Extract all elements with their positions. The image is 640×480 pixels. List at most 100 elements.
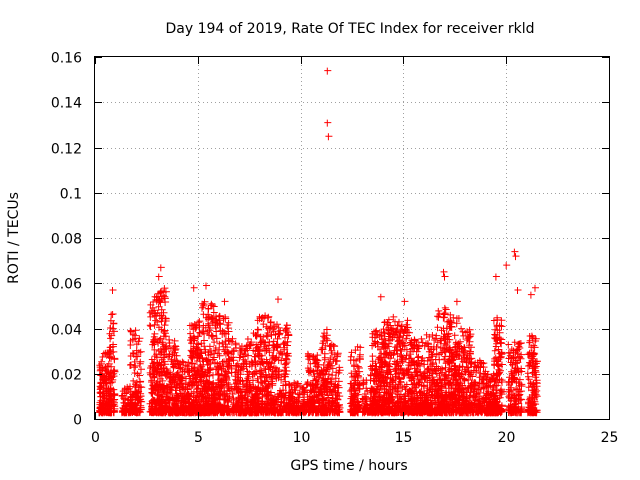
data-point	[164, 397, 172, 405]
data-point	[98, 360, 106, 368]
data-point	[323, 326, 331, 334]
data-point	[204, 401, 212, 409]
data-point	[168, 379, 176, 387]
data-point	[285, 332, 293, 340]
data-point	[313, 357, 321, 365]
data-point	[190, 388, 198, 396]
data-point	[282, 326, 290, 333]
data-point	[351, 405, 359, 413]
data-point	[352, 347, 360, 355]
data-point	[408, 403, 416, 411]
data-point	[238, 366, 245, 374]
data-point	[265, 342, 273, 350]
data-point	[394, 338, 402, 346]
data-point	[269, 368, 277, 375]
data-point	[282, 378, 290, 386]
data-point	[468, 384, 476, 392]
data-point	[228, 369, 236, 377]
data-point	[328, 347, 336, 355]
data-point	[246, 361, 254, 369]
data-point	[328, 380, 336, 388]
data-point	[442, 342, 450, 349]
data-point	[257, 407, 265, 415]
data-point	[370, 375, 378, 383]
data-point	[134, 393, 142, 401]
data-point	[242, 392, 250, 399]
data-point	[223, 375, 230, 383]
data-point	[163, 383, 171, 390]
data-point	[160, 328, 168, 336]
data-point	[313, 393, 321, 400]
data-point	[325, 394, 333, 402]
data-point	[318, 389, 326, 397]
data-point	[484, 371, 492, 379]
data-point	[280, 340, 288, 348]
data-point	[468, 400, 476, 408]
data-point	[499, 379, 506, 386]
data-point	[108, 393, 116, 401]
data-point	[498, 350, 506, 358]
data-point	[225, 385, 233, 392]
data-point	[177, 375, 185, 383]
data-point	[269, 408, 277, 416]
data-point	[193, 369, 201, 377]
data-point	[214, 363, 221, 371]
data-point	[407, 397, 414, 405]
data-point	[127, 361, 135, 369]
data-point	[417, 363, 424, 370]
data-point	[452, 372, 460, 380]
data-point	[425, 341, 433, 349]
data-point	[476, 389, 484, 397]
data-point	[212, 366, 220, 374]
data-point	[163, 351, 171, 359]
data-point	[257, 374, 265, 382]
data-point	[318, 400, 326, 408]
data-point	[438, 327, 446, 335]
data-point	[492, 354, 500, 362]
data-point	[222, 331, 230, 338]
data-point	[359, 395, 367, 403]
data-point	[157, 375, 164, 383]
data-point	[473, 391, 481, 399]
data-point	[199, 387, 207, 395]
data-point	[473, 402, 481, 410]
data-point	[456, 392, 464, 400]
data-point	[413, 399, 421, 407]
data-point	[219, 378, 226, 385]
data-point	[374, 331, 382, 339]
data-point	[301, 396, 309, 404]
data-point	[496, 407, 504, 415]
data-point	[469, 409, 477, 417]
data-point	[496, 354, 504, 361]
data-point	[397, 360, 405, 368]
data-point	[453, 320, 461, 328]
data-point	[278, 399, 286, 407]
data-point	[444, 408, 452, 416]
data-point	[383, 351, 391, 359]
data-point	[201, 343, 209, 351]
data-point	[313, 384, 321, 392]
data-point	[148, 356, 156, 364]
data-point	[158, 288, 166, 296]
data-point	[268, 400, 276, 408]
data-point	[327, 386, 335, 394]
data-point	[187, 330, 195, 338]
data-point	[133, 341, 141, 349]
data-point	[324, 365, 332, 373]
data-point	[421, 398, 429, 406]
data-point	[196, 318, 204, 326]
data-point	[249, 371, 257, 379]
data-point	[182, 396, 190, 404]
data-point	[278, 376, 286, 384]
data-point	[229, 335, 237, 343]
data-point	[463, 394, 471, 402]
data-point	[394, 322, 402, 330]
data-point	[180, 359, 188, 367]
data-point	[244, 336, 252, 343]
data-point	[155, 395, 163, 403]
data-point	[326, 360, 334, 368]
data-point	[404, 324, 412, 332]
data-point	[324, 379, 332, 387]
data-point	[400, 401, 408, 409]
data-point	[195, 341, 203, 349]
